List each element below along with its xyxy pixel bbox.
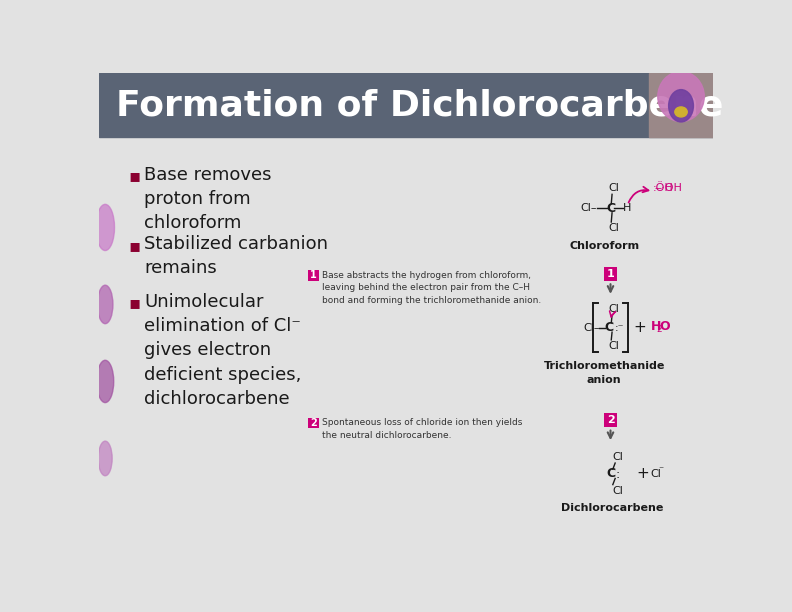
Text: Cl: Cl bbox=[650, 469, 661, 479]
Text: Cl–: Cl– bbox=[581, 203, 597, 213]
Text: Cl: Cl bbox=[613, 452, 623, 462]
Ellipse shape bbox=[96, 204, 115, 250]
Ellipse shape bbox=[658, 72, 704, 122]
Text: Stabilized carbanion
remains: Stabilized carbanion remains bbox=[144, 235, 328, 277]
Ellipse shape bbox=[675, 107, 687, 117]
FancyBboxPatch shape bbox=[308, 270, 319, 280]
Text: Chloroform: Chloroform bbox=[569, 241, 639, 250]
Text: +: + bbox=[634, 320, 646, 335]
Bar bbox=[649, 73, 713, 136]
FancyBboxPatch shape bbox=[308, 417, 319, 428]
Bar bbox=[99, 73, 713, 136]
Text: Dichlorocarbene: Dichlorocarbene bbox=[561, 503, 663, 513]
Text: H: H bbox=[623, 203, 632, 213]
Text: Cl: Cl bbox=[608, 304, 619, 314]
Text: C: C bbox=[606, 202, 615, 215]
Text: :ÖH: :ÖH bbox=[653, 183, 674, 193]
FancyBboxPatch shape bbox=[604, 267, 618, 280]
Text: Cl: Cl bbox=[608, 183, 619, 193]
Text: Spontaneous loss of chloride ion then yields
the neutral dichlorocarbene.: Spontaneous loss of chloride ion then yi… bbox=[322, 419, 523, 440]
Text: ▪: ▪ bbox=[128, 294, 141, 313]
Text: ▪: ▪ bbox=[128, 167, 141, 185]
Text: Trichloromethanide
anion: Trichloromethanide anion bbox=[543, 362, 665, 384]
Text: +: + bbox=[637, 466, 649, 482]
Text: C: C bbox=[606, 468, 615, 480]
Text: Cl: Cl bbox=[608, 223, 619, 233]
Text: :⁻: :⁻ bbox=[615, 323, 624, 334]
Ellipse shape bbox=[97, 360, 114, 403]
Text: O: O bbox=[659, 320, 670, 334]
Ellipse shape bbox=[98, 441, 112, 476]
Text: 2: 2 bbox=[310, 418, 317, 428]
Text: Cl: Cl bbox=[608, 341, 619, 351]
Text: C: C bbox=[604, 321, 614, 334]
Text: ⁻: ⁻ bbox=[658, 465, 664, 475]
Text: Formation of Dichlorocarbene: Formation of Dichlorocarbene bbox=[116, 88, 723, 122]
Ellipse shape bbox=[97, 285, 113, 324]
Text: H: H bbox=[651, 320, 661, 334]
Text: 2: 2 bbox=[607, 415, 615, 425]
Text: 1: 1 bbox=[607, 269, 615, 278]
Text: 2: 2 bbox=[657, 326, 662, 334]
Text: Cl: Cl bbox=[613, 486, 623, 496]
Text: Base removes
proton from
chloroform: Base removes proton from chloroform bbox=[144, 166, 272, 233]
Text: Unimolecular
elimination of Cl⁻
gives electron
deficient species,
dichlorocarben: Unimolecular elimination of Cl⁻ gives el… bbox=[144, 293, 301, 408]
Text: Base abstracts the hydrogen from chloroform,
leaving behind the electron pair fr: Base abstracts the hydrogen from chlorof… bbox=[322, 271, 542, 305]
Text: Cl–: Cl– bbox=[584, 323, 600, 332]
Text: ▪: ▪ bbox=[128, 237, 141, 255]
Text: :: : bbox=[616, 468, 620, 481]
Text: 1: 1 bbox=[310, 270, 317, 280]
FancyBboxPatch shape bbox=[604, 413, 618, 427]
Ellipse shape bbox=[668, 89, 694, 122]
Text: ‒·OH: ‒·OH bbox=[655, 183, 683, 193]
